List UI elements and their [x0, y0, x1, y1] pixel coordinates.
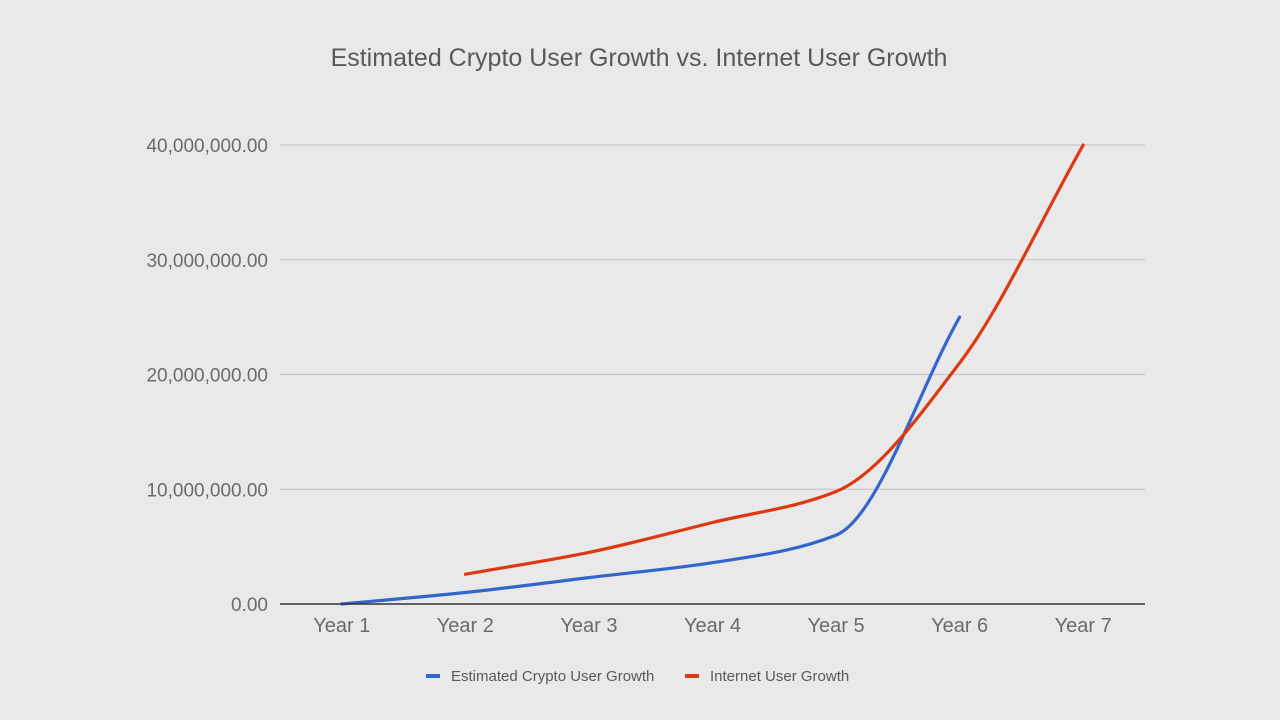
legend-label: Estimated Crypto User Growth [451, 668, 654, 685]
y-tick-label: 0.00 [231, 595, 268, 616]
y-tick-label: 20,000,000.00 [146, 366, 268, 387]
x-tick-label: Year 6 [931, 615, 988, 637]
y-axis-labels: 0.00 10,000,000.00 20,000,000.00 30,000,000… [146, 136, 268, 616]
gridlines [280, 144, 1145, 490]
y-tick-label: 30,000,000.00 [146, 251, 268, 272]
x-tick-label: Year 2 [437, 615, 494, 637]
internet-growth-line [463, 143, 1085, 576]
x-axis-labels: Year 1 Year 2 Year 3 Year 4 Year 5 Year 6 Year… [313, 615, 1112, 637]
crypto-growth-line [340, 315, 962, 606]
series-lines [340, 143, 1085, 606]
y-tick-label: 40,000,000.00 [146, 136, 268, 157]
chart-title: Estimated Crypto User Growth vs. Interne… [331, 44, 948, 72]
x-tick-label: Year 3 [560, 615, 617, 637]
x-tick-label: Year 7 [1055, 615, 1112, 637]
legend-label: Internet User Growth [710, 668, 849, 685]
x-tick-label: Year 4 [684, 615, 741, 637]
y-tick-label: 10,000,000.00 [146, 480, 268, 501]
x-tick-label: Year 1 [313, 615, 370, 637]
x-tick-label: Year 5 [808, 615, 865, 637]
legend: Estimated Crypto User Growth Internet Use… [426, 668, 849, 685]
